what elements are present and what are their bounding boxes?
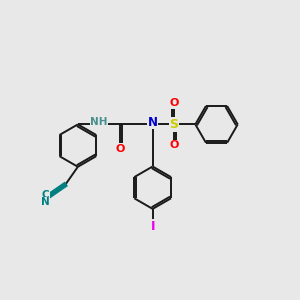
Text: O: O <box>169 140 178 150</box>
Text: O: O <box>169 98 178 109</box>
Text: N: N <box>148 116 158 129</box>
Text: I: I <box>150 220 155 233</box>
Text: S: S <box>169 118 178 131</box>
Text: C: C <box>41 190 49 200</box>
Text: O: O <box>116 143 125 154</box>
Text: N: N <box>41 197 50 207</box>
Text: NH: NH <box>90 117 108 127</box>
